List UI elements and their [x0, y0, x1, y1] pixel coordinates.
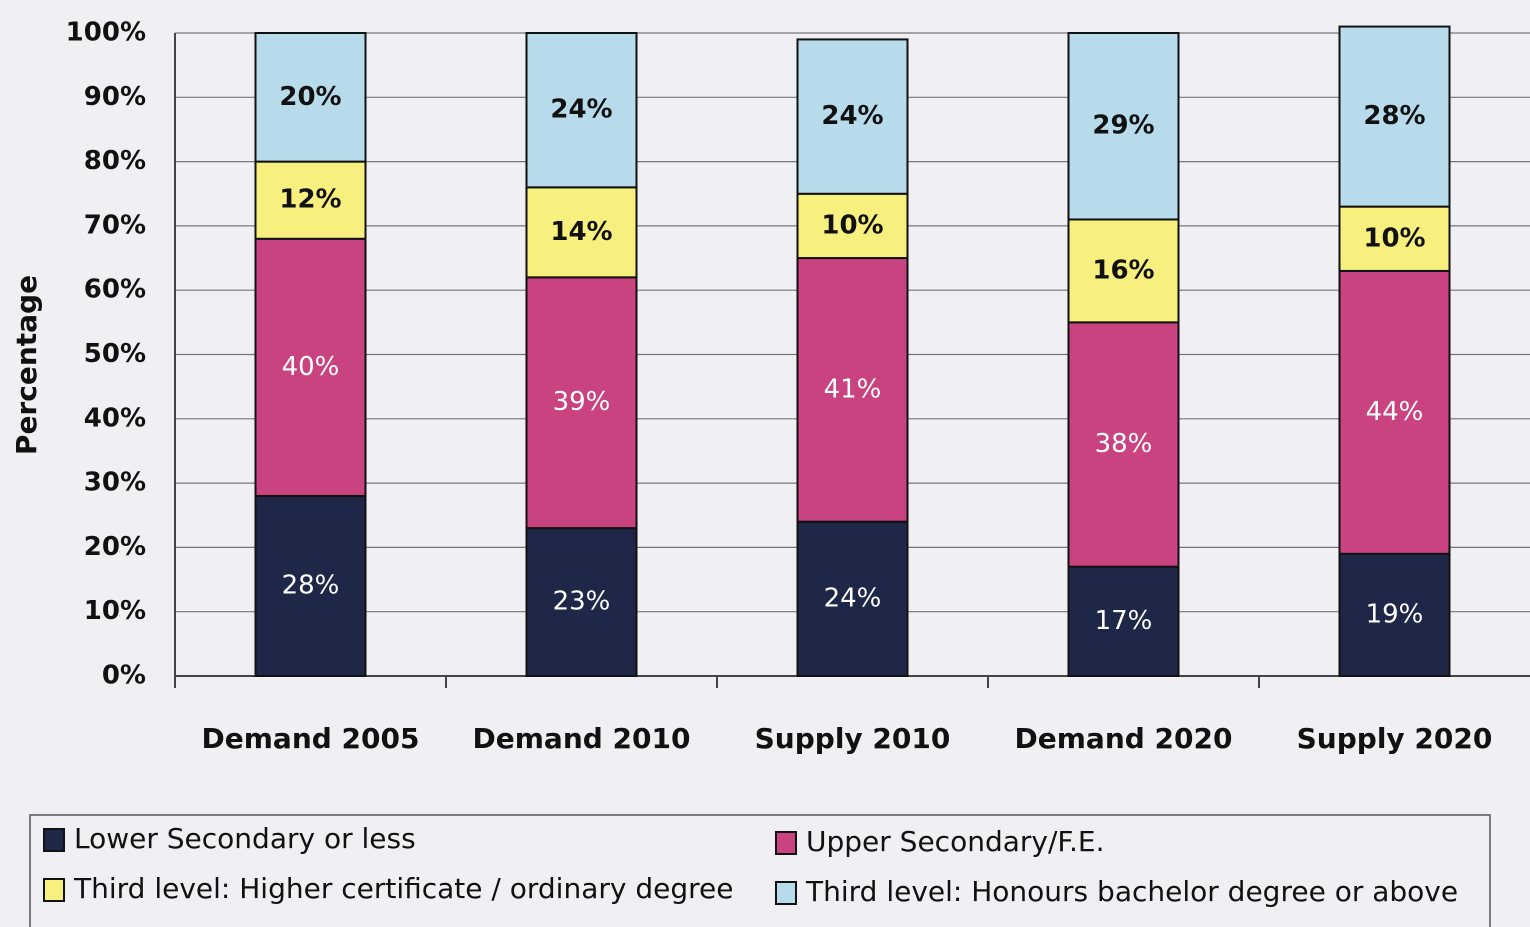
y-tick-label: 40%: [84, 403, 146, 433]
legend-label: Lower Secondary or less: [74, 822, 416, 855]
bar-segment: [1338, 25, 1451, 208]
data-label: 24%: [550, 95, 612, 125]
y-tick-label: 0%: [102, 661, 146, 691]
data-label: 10%: [1363, 223, 1425, 253]
data-label: 24%: [824, 583, 882, 613]
x-tick-label: Demand 2020: [1015, 722, 1233, 755]
bar-segment: [525, 276, 638, 530]
y-tick-label: 50%: [84, 339, 146, 369]
data-label: 10%: [821, 210, 883, 240]
legend-swatch: [775, 881, 797, 905]
data-label: 28%: [282, 570, 340, 600]
bar-segment: [525, 32, 638, 189]
bar-segment: [525, 527, 638, 677]
bar-segment: [1067, 218, 1180, 324]
data-label: 44%: [1366, 397, 1424, 427]
legend-label: Upper Secondary/F.E.: [806, 825, 1105, 858]
x-tick-label: Demand 2005: [202, 722, 420, 755]
y-tick-label: 70%: [84, 210, 146, 240]
y-tick-label: 80%: [84, 146, 146, 176]
bar-segment: [1067, 321, 1180, 568]
bar-segment: [1338, 269, 1451, 555]
data-label: 23%: [553, 587, 611, 617]
data-label: 20%: [279, 82, 341, 112]
legend-box: [29, 814, 1491, 927]
data-label: 16%: [1092, 255, 1154, 285]
bar-segment: [796, 38, 909, 195]
y-tick-label: 30%: [84, 468, 146, 498]
data-label: 12%: [279, 185, 341, 215]
legend-swatch: [43, 828, 65, 852]
data-label: 19%: [1366, 599, 1424, 629]
data-label: 17%: [1095, 606, 1153, 636]
bar-segment: [1067, 565, 1180, 677]
data-label: 28%: [1363, 101, 1425, 131]
y-tick-label: 90%: [84, 82, 146, 112]
y-tick-label: 20%: [84, 532, 146, 562]
data-label: 38%: [1095, 429, 1153, 459]
y-tick-label: 10%: [84, 596, 146, 626]
data-label: 24%: [821, 101, 883, 131]
data-label: 14%: [550, 217, 612, 247]
data-label: 40%: [282, 352, 340, 382]
bar-segment: [254, 32, 367, 163]
y-axis-label: Percentage: [10, 275, 43, 455]
data-label: 29%: [1092, 111, 1154, 141]
data-label: 41%: [824, 374, 882, 404]
data-label: 39%: [553, 387, 611, 417]
bar-segment: [1338, 552, 1451, 678]
bar-segment: [796, 520, 909, 677]
y-tick-label: 100%: [66, 18, 146, 48]
bar-segment: [525, 186, 638, 279]
x-tick-label: Supply 2010: [755, 722, 951, 755]
bar-segment: [796, 192, 909, 260]
legend-swatch: [775, 831, 797, 855]
bar-segment: [1067, 32, 1180, 221]
bar-segment: [1338, 205, 1451, 272]
x-tick-label: Supply 2020: [1297, 722, 1493, 755]
legend-swatch: [43, 878, 65, 902]
y-tick-label: 60%: [84, 275, 146, 305]
bar-segment: [796, 257, 909, 523]
legend-label: Third level: Higher certificate / ordina…: [73, 872, 733, 905]
x-tick-label: Demand 2010: [473, 722, 691, 755]
legend-label: Third level: Honours bachelor degree or …: [805, 875, 1458, 908]
